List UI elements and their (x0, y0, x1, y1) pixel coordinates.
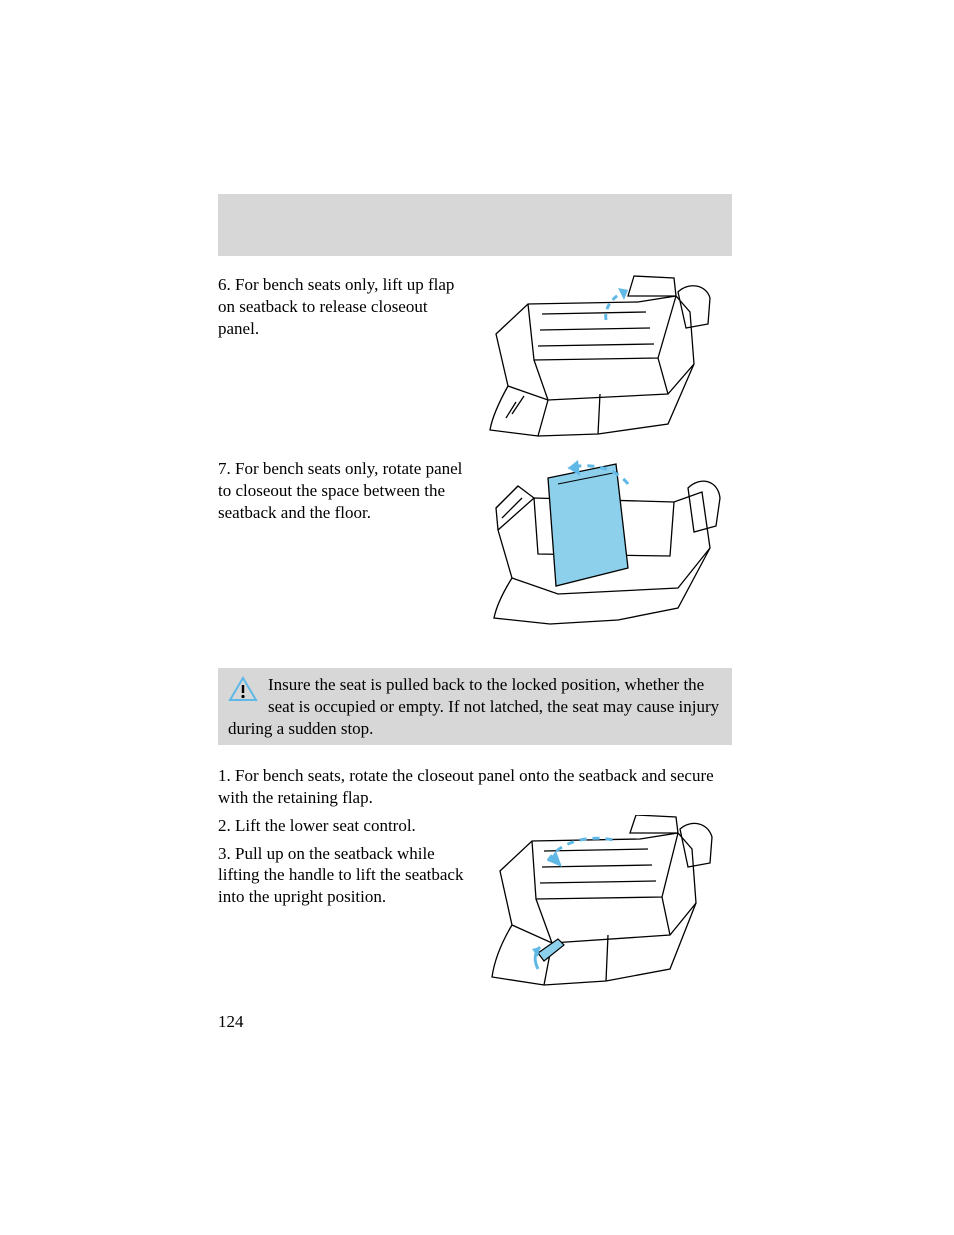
step-body: For bench seats only, rotate panel to cl… (218, 459, 462, 522)
page-number: 124 (218, 1012, 244, 1032)
chapter-header-bar (218, 194, 732, 256)
arrow-head-icon (548, 851, 562, 867)
step-body: Pull up on the seatback while lifting th… (218, 844, 463, 907)
warning-text: Insure the seat is pulled back to the lo… (228, 675, 719, 738)
step-body: For bench seats, rotate the closeout pan… (218, 766, 714, 807)
warning-callout: Insure the seat is pulled back to the lo… (218, 668, 732, 745)
step-number: 6. (218, 275, 231, 294)
step-b1: 1. For bench seats, rotate the closeout … (218, 765, 732, 809)
seat-upright-illustration (478, 815, 726, 995)
step-6-row: 6. For bench seats only, lift up flap on… (218, 274, 732, 444)
step-6-text: 6. For bench seats only, lift up flap on… (218, 274, 476, 339)
page-content: 6. For bench seats only, lift up flap on… (218, 194, 732, 1009)
step-b2-b3-row: 2. Lift the lower seat control. 3. Pull … (218, 815, 732, 995)
step-b2: 2. Lift the lower seat control. (218, 815, 470, 837)
seat-flap-illustration (478, 274, 726, 444)
panel-rotate-illustration (478, 458, 726, 628)
closeout-panel (548, 464, 628, 586)
step-7-figure (476, 458, 728, 628)
step-7-row: 7. For bench seats only, rotate panel to… (218, 458, 732, 628)
step-number: 2. (218, 816, 231, 835)
step-6-figure (476, 274, 728, 444)
step-body: Lift the lower seat control. (235, 816, 416, 835)
step-b3-figure (476, 815, 728, 995)
warning-triangle-icon (228, 676, 258, 708)
step-number: 3. (218, 844, 231, 863)
step-body: For bench seats only, lift up flap on se… (218, 275, 454, 338)
step-number: 7. (218, 459, 231, 478)
step-number: 1. (218, 766, 231, 785)
step-b2-b3-text: 2. Lift the lower seat control. 3. Pull … (218, 815, 476, 914)
step-b3: 3. Pull up on the seatback while lifting… (218, 843, 470, 908)
step-7-text: 7. For bench seats only, rotate panel to… (218, 458, 476, 523)
arrow-head-icon (618, 288, 628, 300)
